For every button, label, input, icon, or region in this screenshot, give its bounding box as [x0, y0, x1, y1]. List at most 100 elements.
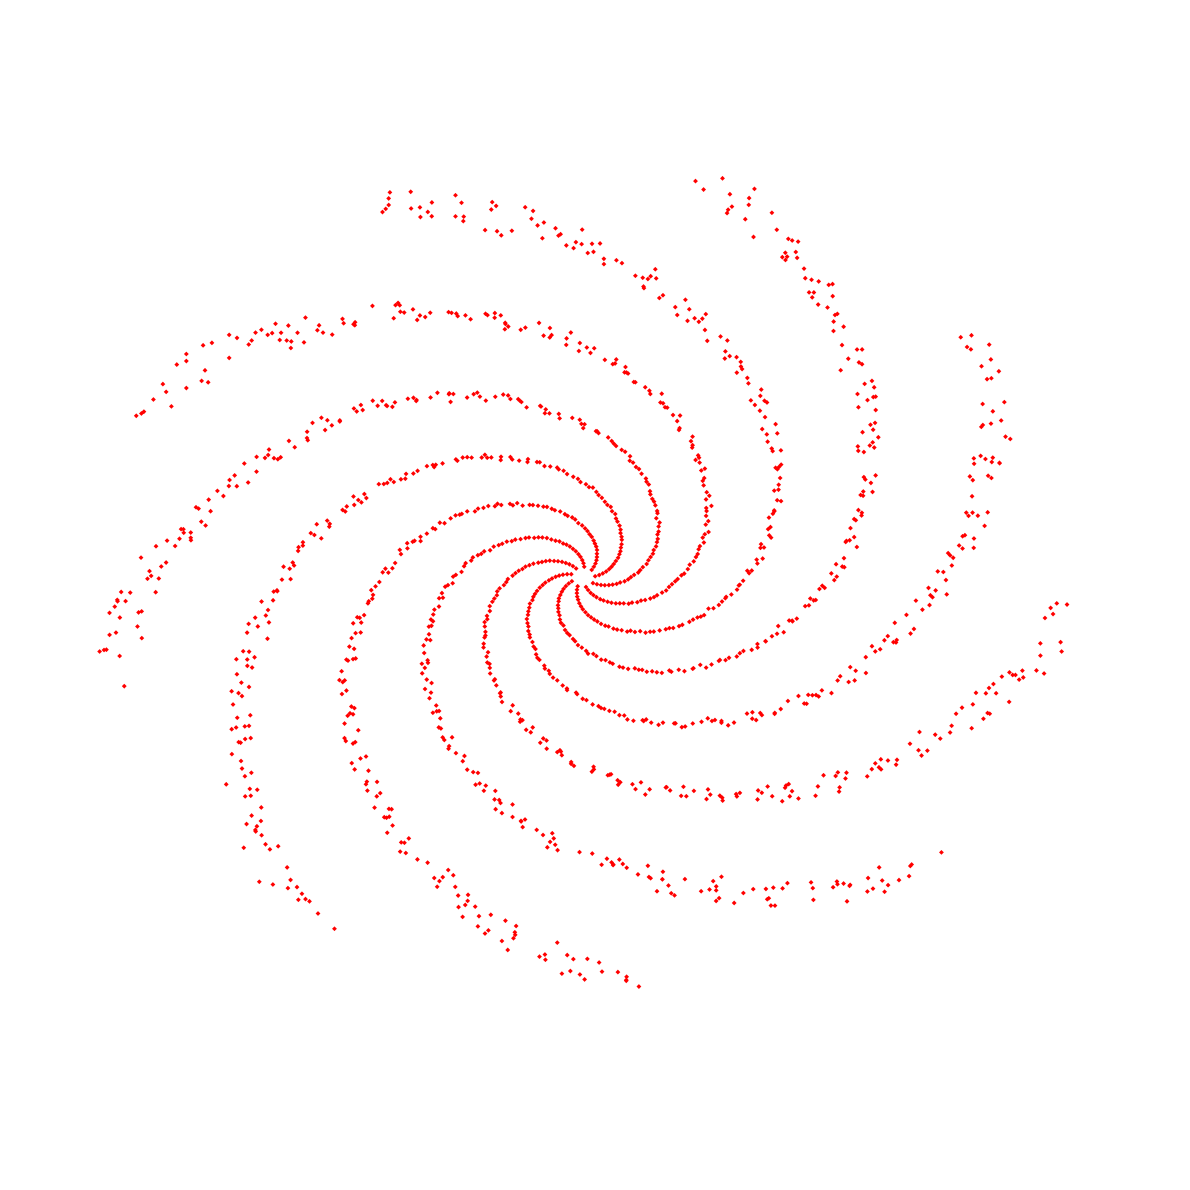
- scatter-point: [426, 624, 432, 629]
- scatter-point: [505, 576, 511, 582]
- scatter-point: [770, 448, 776, 454]
- scatter-point: [704, 508, 709, 514]
- scatter-point: [361, 491, 367, 497]
- scatter-point: [376, 481, 382, 487]
- scatter-point: [503, 918, 508, 924]
- scatter-point: [568, 761, 574, 767]
- scatter-point: [234, 335, 240, 341]
- scatter-point: [215, 488, 220, 494]
- scatter-point: [869, 766, 875, 772]
- scatter-point: [861, 474, 867, 480]
- scatter-point: [815, 302, 821, 307]
- scatter-point: [487, 671, 493, 676]
- scatter-point: [990, 408, 996, 414]
- scatter-point: [351, 406, 357, 411]
- scatter-point: [627, 458, 633, 464]
- scatter-point: [572, 638, 578, 644]
- scatter-point: [518, 536, 523, 542]
- scatter-point: [541, 504, 546, 510]
- scatter-point: [586, 484, 592, 490]
- scatter-point: [707, 887, 712, 892]
- scatter-point: [525, 628, 531, 634]
- scatter-point: [522, 204, 528, 210]
- scatter-point: [649, 668, 655, 674]
- scatter-point: [562, 627, 568, 633]
- scatter-point: [940, 569, 946, 575]
- scatter-point: [873, 394, 879, 400]
- scatter-point: [463, 312, 468, 318]
- scatter-point: [349, 760, 355, 766]
- scatter-point: [422, 665, 428, 671]
- scatter-point: [344, 504, 350, 509]
- scatter-point: [916, 747, 921, 753]
- scatter-point: [511, 935, 516, 941]
- scatter-point: [703, 497, 709, 502]
- scatter-point: [526, 624, 531, 629]
- scatter-point: [996, 368, 1002, 374]
- scatter-point: [431, 607, 437, 613]
- scatter-point: [505, 947, 511, 953]
- scatter-point: [563, 342, 569, 348]
- scatter-point: [591, 538, 597, 543]
- scatter-point: [452, 884, 458, 890]
- scatter-point: [450, 580, 456, 586]
- scatter-point: [427, 695, 432, 701]
- scatter-point: [761, 545, 767, 550]
- scatter-point: [549, 506, 555, 512]
- scatter-point: [663, 626, 669, 632]
- scatter-point: [771, 488, 777, 494]
- scatter-point: [523, 727, 529, 733]
- scatter-point: [647, 488, 653, 494]
- scatter-point: [549, 830, 555, 836]
- scatter-point: [482, 635, 487, 640]
- scatter-point: [738, 359, 744, 365]
- scatter-point: [660, 876, 665, 882]
- scatter-point: [585, 528, 590, 534]
- scatter-point: [558, 620, 564, 626]
- scatter-point: [278, 454, 284, 460]
- scatter-point: [831, 577, 837, 583]
- scatter-point: [997, 460, 1002, 466]
- scatter-point: [907, 741, 913, 747]
- scatter-point: [654, 669, 660, 675]
- scatter-point: [430, 710, 436, 716]
- scatter-point: [949, 723, 955, 729]
- scatter-point: [752, 402, 758, 408]
- scatter-point: [632, 629, 638, 635]
- scatter-point: [712, 717, 718, 723]
- scatter-point: [635, 872, 641, 877]
- scatter-point: [624, 629, 630, 635]
- scatter-point: [854, 544, 860, 550]
- scatter-point: [483, 398, 489, 403]
- scatter-point: [701, 482, 707, 488]
- scatter-point: [970, 510, 975, 516]
- scatter-point: [446, 746, 451, 752]
- scatter-point: [872, 420, 878, 426]
- scatter-point: [568, 571, 574, 577]
- scatter-point: [530, 725, 536, 730]
- scatter-point: [983, 690, 989, 696]
- scatter-point: [524, 616, 530, 622]
- scatter-point: [527, 635, 533, 640]
- scatter-point: [612, 511, 618, 517]
- scatter-point: [646, 388, 652, 394]
- scatter-point: [778, 706, 784, 712]
- scatter-point: [425, 209, 431, 215]
- scatter-point: [1003, 434, 1008, 440]
- scatter-point: [482, 619, 488, 625]
- scatter-point: [343, 738, 349, 744]
- scatter-point: [894, 757, 900, 763]
- scatter-point: [877, 646, 883, 652]
- scatter-point: [493, 806, 499, 812]
- scatter-point: [602, 582, 608, 588]
- scatter-point: [740, 890, 746, 896]
- scatter-point: [384, 830, 390, 836]
- scatter-point: [397, 547, 403, 553]
- scatter-point: [527, 632, 533, 637]
- scatter-point: [538, 404, 544, 409]
- scatter-point: [97, 649, 103, 654]
- scatter-point: [240, 648, 246, 654]
- scatter-point: [439, 590, 445, 596]
- scatter-point: [836, 789, 842, 794]
- scatter-point: [453, 192, 458, 198]
